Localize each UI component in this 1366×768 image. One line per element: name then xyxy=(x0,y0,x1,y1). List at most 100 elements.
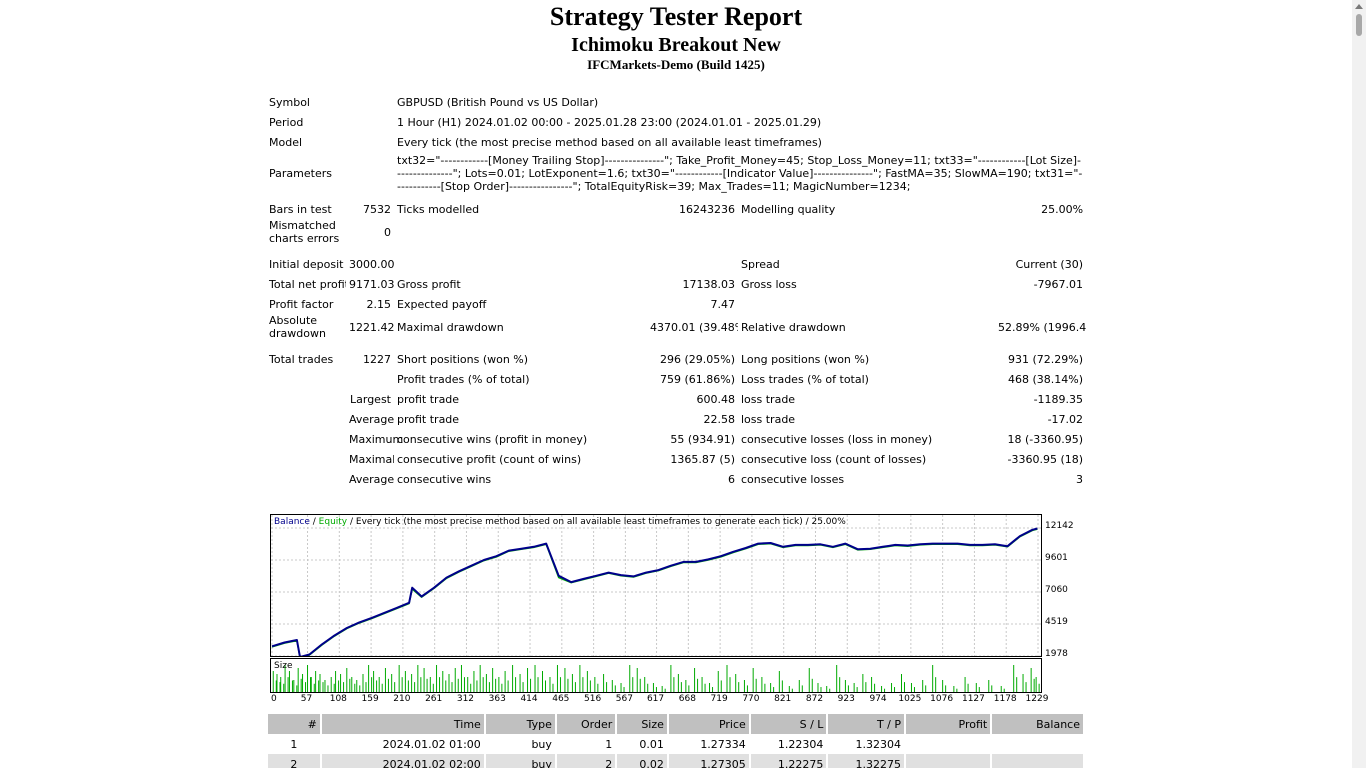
column-header: T / P xyxy=(828,714,904,734)
maximal-profit-label: consecutive profit (count of wins) xyxy=(397,452,582,466)
y-axis-labels: 12142 9601 7060 4519 1978 xyxy=(1045,514,1085,664)
x-tick-label: 1178 xyxy=(993,694,1017,704)
x-tick-label: 0 xyxy=(271,694,277,704)
pf-label: Profit factor xyxy=(269,297,334,311)
netprofit-value: 9171.03 xyxy=(349,277,394,291)
table-cell: 1.32275 xyxy=(828,754,904,768)
table-cell: 1 xyxy=(290,737,298,751)
average-profit-label: profit trade xyxy=(397,412,460,426)
deposit-label: Initial deposit xyxy=(269,257,344,271)
table-cell: 1.27305 xyxy=(668,754,749,768)
parameters-value: txt32="------------[Money Trailing Stop]… xyxy=(397,153,1083,193)
x-tick-label: 617 xyxy=(646,694,665,704)
spread-value: Current (30) xyxy=(1015,257,1084,271)
table-cell: buy xyxy=(531,737,552,751)
largest-loss-label: loss trade xyxy=(741,392,796,406)
y-tick-label: 9601 xyxy=(1045,553,1068,563)
series-line-balance xyxy=(271,527,1038,656)
x-tick-label: 821 xyxy=(774,694,792,704)
x-tick-label: 923 xyxy=(837,694,855,704)
column-header: Balance xyxy=(992,714,1083,734)
avg-wins-value: 6 xyxy=(728,472,735,486)
table-cell: 2024.01.02 01:00 xyxy=(382,737,481,751)
scrollbar-thumb[interactable] xyxy=(1356,14,1362,36)
largest-profit-value: 600.48 xyxy=(696,392,736,406)
row-drawdown: Absolute drawdown 1221.42 Maximal drawdo… xyxy=(266,314,1086,340)
average-loss-label: loss trade xyxy=(741,412,796,426)
row-average-consecutive: Average consecutive wins 6 consecutive l… xyxy=(266,469,1086,489)
profittrades-value: 759 (61.86%) xyxy=(659,372,735,386)
balance-equity-chart: Balance / Equity / Every tick (the most … xyxy=(270,514,1042,657)
x-tick-label: 516 xyxy=(584,694,602,704)
column-header: Price xyxy=(668,714,749,734)
row-largest: Largest profit trade 600.48 loss trade -… xyxy=(266,389,1086,409)
average-label: Average xyxy=(349,412,394,426)
max-wins-label: consecutive wins (profit in money) xyxy=(397,432,588,446)
grossprofit-value: 17138.03 xyxy=(682,277,736,291)
maximum-label: Maximum xyxy=(349,432,404,446)
table-cell: buy xyxy=(485,754,555,768)
table-row: 1 2024.01.02 01:00 buy 1 0.01 1.27334 1.22304 1… xyxy=(268,734,1083,754)
column-header: S / L xyxy=(750,714,827,734)
x-tick-label: 261 xyxy=(425,694,443,704)
payoff-label: Expected payoff xyxy=(397,297,487,311)
x-tick-label: 363 xyxy=(488,694,506,704)
column-header: Time xyxy=(321,714,484,734)
maximal-label: Maximal xyxy=(349,452,394,466)
quality-value: 25.00% xyxy=(1041,202,1084,216)
report-title: Strategy Tester Report xyxy=(549,2,803,31)
reldd-value: 52.89% (1996.48) xyxy=(998,320,1087,334)
profittrades-label: Profit trades (% of total) xyxy=(397,372,530,386)
column-header: Profit xyxy=(906,714,991,734)
column-header: Order xyxy=(556,714,616,734)
table-cell xyxy=(906,754,991,768)
scroll-up-arrow-icon[interactable] xyxy=(1355,4,1363,9)
legend-description: / Every tick (the most precise method ba… xyxy=(347,517,846,527)
payoff-value: 7.47 xyxy=(710,297,736,311)
deposit-value: 3000.00 xyxy=(349,257,394,271)
x-tick-label: 719 xyxy=(710,694,728,704)
x-tick-label: 414 xyxy=(520,694,538,704)
bars-label: Bars in test xyxy=(269,202,332,216)
long-label: Long positions (won %) xyxy=(741,352,870,366)
table-cell: 2 xyxy=(268,754,320,768)
x-tick-label: 668 xyxy=(678,694,696,704)
avg-wins-label: consecutive wins xyxy=(397,472,492,486)
summary-table: Symbol GBPUSD (British Pound vs US Dolla… xyxy=(266,92,1086,489)
y-tick-label: 1978 xyxy=(1045,649,1068,659)
vertical-scrollbar[interactable] xyxy=(1352,0,1366,768)
row-bars: Bars in test 7532 Ticks modelled 1624323… xyxy=(266,199,1086,219)
bars-value: 7532 xyxy=(363,202,391,216)
row-average: Average profit trade 22.58 loss trade -1… xyxy=(266,409,1086,429)
column-header: # xyxy=(268,714,320,734)
avg-losses-value: 3 xyxy=(1076,472,1084,486)
table-cell: 2024.01.02 02:00 xyxy=(321,754,484,768)
y-tick-label: 4519 xyxy=(1045,617,1068,627)
row-model: Model Every tick (the most precise metho… xyxy=(266,132,1086,152)
largest-label: Largest xyxy=(350,392,391,406)
maxdd-value: 4370.01 (39.48%) xyxy=(650,320,738,334)
row-symbol: Symbol GBPUSD (British Pound vs US Dolla… xyxy=(266,92,1086,112)
table-cell xyxy=(992,734,1083,754)
losstrades-label: Loss trades (% of total) xyxy=(741,372,869,386)
chart-legend: Balance / Equity / Every tick (the most … xyxy=(274,517,846,527)
grossloss-label: Gross loss xyxy=(741,277,797,291)
table-cell: 1.32304 xyxy=(855,737,902,751)
pf-value: 2.15 xyxy=(366,297,392,311)
maximal-loss-label: consecutive loss (count of losses) xyxy=(741,452,927,466)
x-tick-label: 1229 xyxy=(1025,694,1049,704)
row-period: Period 1 Hour (H1) 2024.01.02 00:00 - 20… xyxy=(266,112,1086,132)
row-deposit: Initial deposit 3000.00 Spread Current (… xyxy=(266,254,1086,274)
symbol-value: GBPUSD (British Pound vs US Dollar) xyxy=(397,95,599,109)
legend-equity: Equity xyxy=(318,517,348,527)
legend-sep: / xyxy=(309,517,319,527)
table-cell: 1.22275 xyxy=(750,754,827,768)
max-losses-value: 18 (-3360.95) xyxy=(1007,432,1084,446)
period-label: Period xyxy=(269,115,304,129)
x-tick-label: 312 xyxy=(456,694,475,704)
max-losses-label: consecutive losses (loss in money) xyxy=(741,432,933,446)
table-cell: 2 xyxy=(556,754,616,768)
quality-label: Modelling quality xyxy=(741,202,836,216)
balance-chart-plot xyxy=(271,515,1041,656)
